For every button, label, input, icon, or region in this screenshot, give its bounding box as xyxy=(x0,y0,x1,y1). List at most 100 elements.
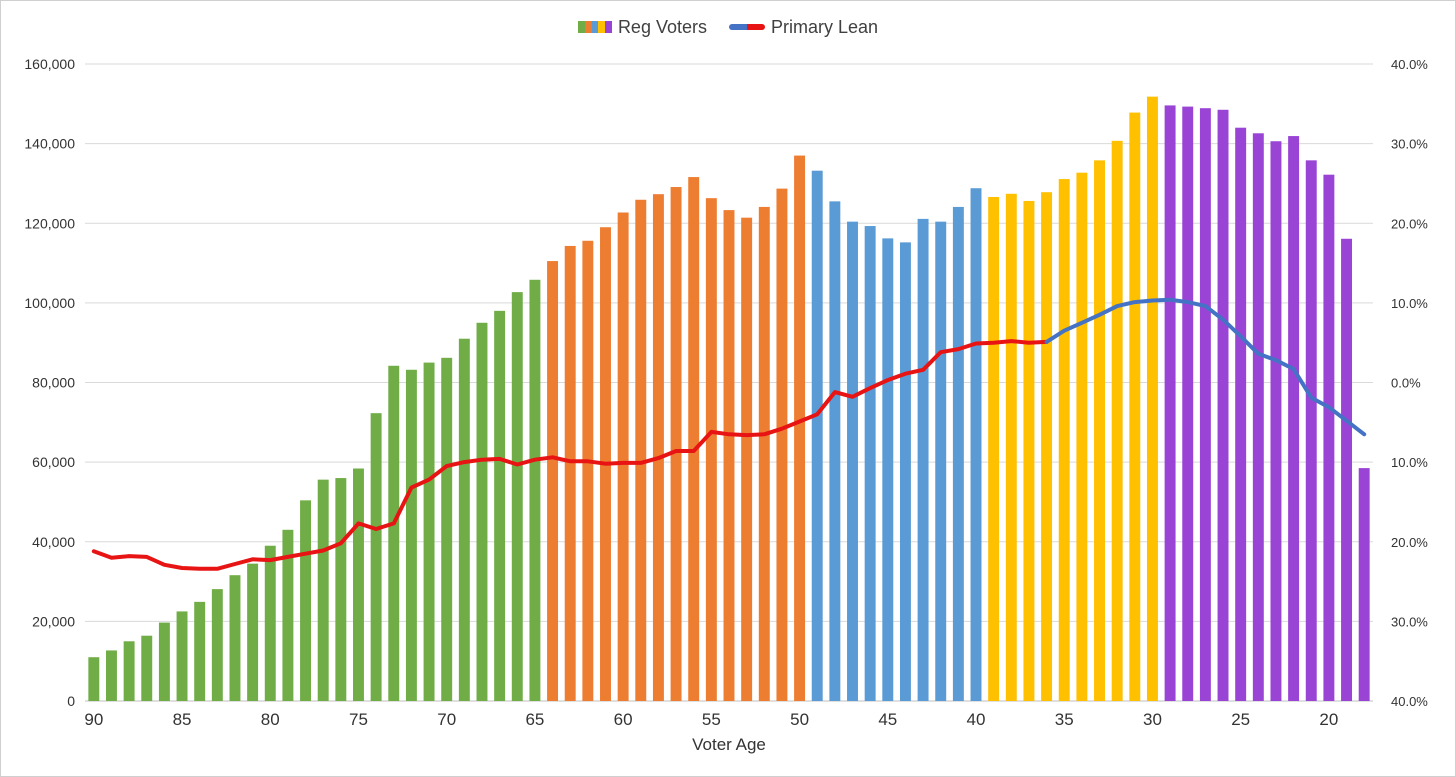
legend-swatch-primary-lean xyxy=(729,24,765,30)
bar-age-32 xyxy=(1111,140,1123,701)
bar-age-66 xyxy=(511,292,523,701)
bar-age-49 xyxy=(811,170,823,701)
bar-age-64 xyxy=(547,261,559,701)
bar-age-38 xyxy=(1005,193,1017,701)
y-left-tick-label: 60,000 xyxy=(32,454,75,470)
bar-age-50 xyxy=(794,155,806,702)
bar-age-37 xyxy=(1023,200,1035,701)
y-left-tick-label: 160,000 xyxy=(24,56,75,72)
bar-age-90 xyxy=(88,657,100,701)
bar-age-87 xyxy=(141,635,153,701)
bar-age-69 xyxy=(458,338,470,701)
legend-item-reg-voters: Reg Voters xyxy=(577,16,707,38)
bar-age-42 xyxy=(935,221,947,701)
x-tick-label: 35 xyxy=(1055,710,1074,729)
bar-age-63 xyxy=(564,245,576,702)
bar-age-47 xyxy=(847,221,858,701)
bar-age-59 xyxy=(635,199,647,701)
bar-age-82 xyxy=(229,575,241,701)
bar-age-21 xyxy=(1305,160,1317,701)
bar-age-40 xyxy=(970,188,982,702)
y-right-tick-label: 0.0% xyxy=(1391,376,1421,391)
bar-age-67 xyxy=(494,310,506,701)
x-tick-label: 30 xyxy=(1143,710,1162,729)
bar-age-55 xyxy=(705,198,717,701)
bar-age-71 xyxy=(423,362,435,701)
y-right-tick-label: 10.0% xyxy=(1391,455,1428,470)
y-right-tick-label: 40.0% xyxy=(1391,694,1428,709)
bar-age-80 xyxy=(264,545,276,701)
bar-age-86 xyxy=(158,622,170,701)
bar-age-23 xyxy=(1270,141,1282,701)
y-right-tick-label: 10.0% xyxy=(1391,296,1428,311)
bar-age-25 xyxy=(1235,127,1247,701)
bar-age-88 xyxy=(123,641,135,701)
bar-age-18 xyxy=(1358,468,1370,701)
y-left-tick-label: 40,000 xyxy=(32,534,75,550)
y-right-tick-label: 40.0% xyxy=(1391,57,1428,72)
bar-age-89 xyxy=(105,650,117,701)
line-primary-lean-segment-1 xyxy=(91,339,1049,571)
bar-age-70 xyxy=(441,357,453,701)
bar-age-53 xyxy=(741,217,753,701)
y-left-tick-label: 140,000 xyxy=(24,136,75,152)
legend-item-primary-lean: Primary Lean xyxy=(729,17,878,38)
bar-age-72 xyxy=(405,369,417,701)
bar-age-58 xyxy=(652,194,664,701)
bar-age-30 xyxy=(1146,96,1158,702)
legend-label-reg-voters: Reg Voters xyxy=(617,16,707,37)
bar-age-57 xyxy=(670,187,682,701)
bar-age-48 xyxy=(829,201,841,701)
bar-age-60 xyxy=(617,212,629,702)
x-tick-label: 20 xyxy=(1319,710,1338,729)
legend-swatch-segment xyxy=(729,24,747,30)
bar-age-81 xyxy=(247,563,259,701)
bar-age-28 xyxy=(1182,106,1194,702)
bar-age-74 xyxy=(370,413,382,701)
bar-age-27 xyxy=(1199,108,1211,701)
x-tick-label: 90 xyxy=(84,710,103,729)
bar-age-52 xyxy=(758,206,770,701)
x-tick-label: 45 xyxy=(878,710,897,729)
legend-label-primary-lean: Primary Lean xyxy=(771,16,879,37)
legend: Reg Voters Primary Lean xyxy=(1,15,1455,39)
bar-age-56 xyxy=(688,177,700,701)
x-tick-label: 80 xyxy=(261,710,280,729)
bar-age-77 xyxy=(317,479,329,701)
bar-age-26 xyxy=(1217,109,1229,702)
bar-age-73 xyxy=(388,365,400,701)
bar-age-45 xyxy=(882,238,894,701)
legend-swatch-segment xyxy=(605,21,612,33)
x-tick-label: 85 xyxy=(173,710,192,729)
y-right-tick-label: 30.0% xyxy=(1391,614,1428,629)
y-left-tick-label: 0 xyxy=(67,693,75,709)
x-tick-label: 25 xyxy=(1231,710,1250,729)
legend-swatch-segment xyxy=(584,21,592,33)
x-tick-label: 60 xyxy=(614,710,633,729)
y-right-tick-label: 20.0% xyxy=(1391,535,1428,550)
bar-age-31 xyxy=(1129,112,1141,702)
legend-swatch-segment xyxy=(598,21,606,33)
bar-age-78 xyxy=(300,500,312,701)
x-axis-title: Voter Age xyxy=(692,735,766,754)
bar-age-39 xyxy=(988,196,1000,701)
bar-age-34 xyxy=(1076,172,1088,702)
bar-age-35 xyxy=(1058,179,1070,702)
bar-age-33 xyxy=(1094,160,1105,701)
bar-age-76 xyxy=(335,478,347,701)
line-primary-lean-segment-2 xyxy=(1044,297,1367,437)
bar-age-75 xyxy=(353,468,364,701)
legend-swatch-segment xyxy=(747,24,765,30)
bar-age-84 xyxy=(194,601,206,701)
bar-age-43 xyxy=(917,218,929,702)
y-right-tick-label: 30.0% xyxy=(1391,137,1428,152)
y-left-tick-label: 100,000 xyxy=(24,295,75,311)
bar-age-85 xyxy=(176,611,188,701)
bar-age-79 xyxy=(282,529,294,701)
y-left-tick-label: 120,000 xyxy=(24,215,75,231)
bar-age-46 xyxy=(864,226,876,702)
bar-age-65 xyxy=(529,279,541,701)
bar-age-29 xyxy=(1164,105,1176,701)
